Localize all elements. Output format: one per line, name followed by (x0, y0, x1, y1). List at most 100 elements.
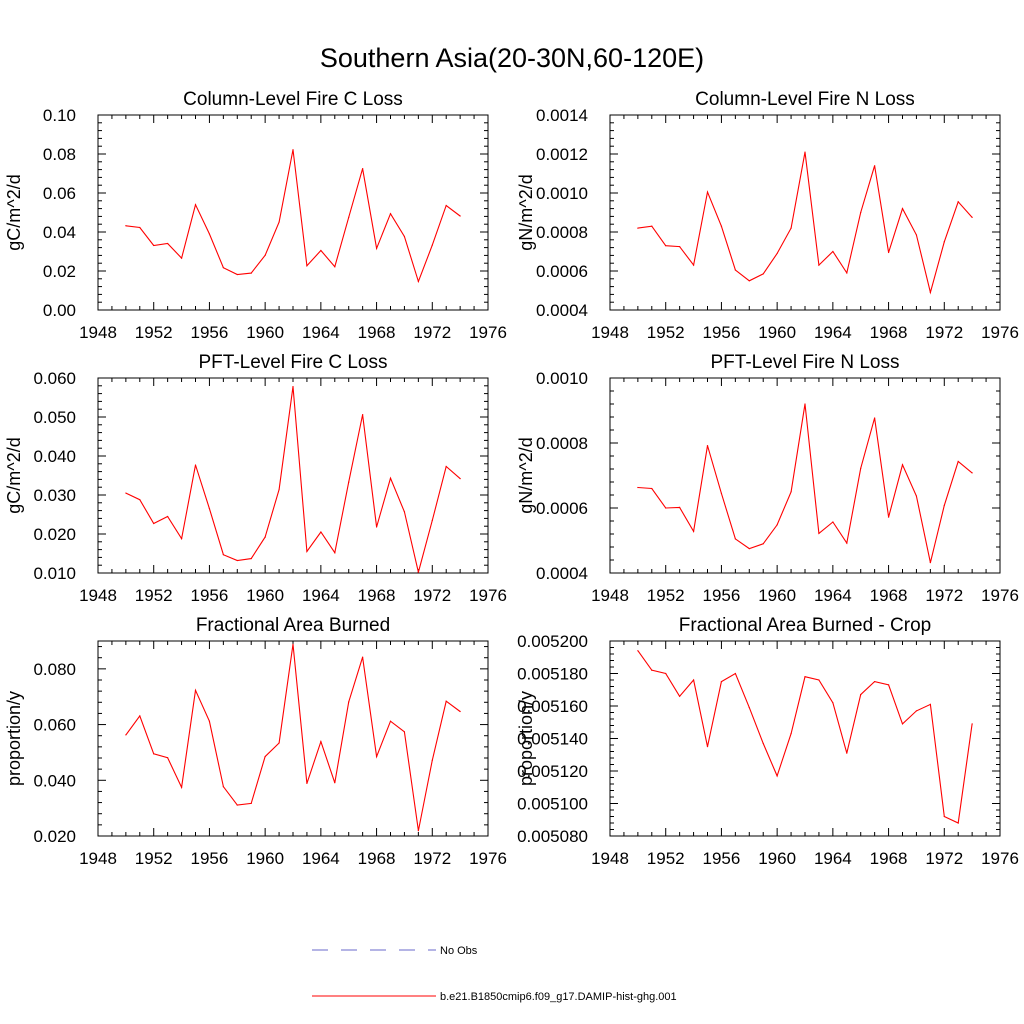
y-tick-label: 0.005080 (517, 827, 588, 846)
data-point (971, 472, 973, 474)
y-axis-label: gN/m^2/d (516, 174, 536, 250)
data-point (250, 557, 252, 560)
x-tick-label: 1976 (981, 849, 1019, 868)
data-point (153, 522, 155, 525)
data-point (348, 216, 350, 218)
x-tick-label: 1960 (758, 849, 796, 868)
x-tick-label: 1972 (413, 586, 451, 605)
x-tick-label: 1964 (302, 849, 340, 868)
data-point (375, 247, 378, 249)
legend-label-model: b.e21.B1850cmip6.f09_g17.DAMIP-hist-ghg.… (440, 991, 677, 1003)
data-point (748, 280, 750, 282)
data-point (887, 684, 890, 686)
series-line (125, 386, 461, 573)
y-tick-label: 0.005180 (517, 665, 588, 684)
legend: No Obs b.e21.B1850cmip6.f09_g17.DAMIP-hi… (312, 945, 677, 1003)
y-axis-label: proportion/y (516, 691, 536, 786)
y-tick-label: 0.005140 (517, 730, 588, 749)
x-tick-label: 1948 (79, 849, 117, 868)
data-point (846, 542, 848, 544)
y-tick-label: 0.0008 (536, 434, 588, 453)
data-point (194, 689, 197, 691)
x-tick-label: 1976 (469, 586, 507, 605)
panel-title: Fractional Area Burned - Crop (679, 615, 931, 636)
data-point (348, 701, 350, 703)
x-tick-label: 1956 (191, 586, 229, 605)
series-line (637, 152, 973, 295)
data-point (776, 775, 778, 777)
data-point (403, 235, 406, 238)
data-point (748, 548, 750, 550)
data-point (734, 672, 736, 675)
data-point (264, 536, 266, 538)
data-point (125, 492, 127, 494)
x-tick-label: 1960 (758, 323, 796, 342)
data-point (679, 695, 681, 697)
y-tick-label: 0.005120 (517, 762, 588, 781)
data-point (901, 464, 904, 466)
series-line (125, 644, 461, 831)
x-tick-label: 1968 (870, 849, 908, 868)
y-tick-label: 0.020 (33, 827, 76, 846)
data-point (706, 746, 709, 748)
data-point (362, 168, 364, 170)
data-point (431, 519, 433, 521)
data-point (860, 694, 862, 696)
data-point (167, 757, 169, 759)
data-point (292, 643, 294, 645)
data-point (389, 213, 392, 215)
plot-frame (609, 114, 1001, 311)
data-point (860, 211, 862, 214)
data-point (278, 488, 280, 491)
data-point (153, 753, 155, 755)
y-axis-label: gC/m^2/d (4, 437, 24, 513)
y-tick-label: 0.0012 (536, 145, 588, 164)
y-tick-label: 0.020 (33, 525, 76, 544)
data-point (194, 464, 197, 466)
x-tick-label: 1968 (358, 849, 396, 868)
x-tick-label: 1972 (925, 849, 963, 868)
chart-panel: Fractional Area Burned proportion/y 1948 19… (4, 615, 507, 868)
data-point (348, 481, 350, 483)
data-point (887, 516, 890, 518)
x-tick-label: 1964 (814, 849, 852, 868)
x-tick-label: 1964 (302, 323, 340, 342)
data-point (236, 273, 238, 276)
data-point (139, 715, 141, 717)
data-point (125, 225, 127, 227)
data-point (403, 731, 406, 733)
data-point (971, 723, 973, 725)
chart-panel: Fractional Area Burned - Crop proportion/… (516, 615, 1019, 868)
data-point (846, 272, 848, 274)
data-point (901, 208, 904, 210)
data-point (790, 733, 792, 735)
data-point (651, 669, 653, 671)
data-point (832, 521, 834, 523)
x-tick-label: 1948 (79, 323, 117, 342)
data-point (153, 244, 155, 247)
data-point (762, 273, 764, 275)
data-point (804, 151, 806, 153)
data-point (720, 225, 723, 227)
data-point (692, 679, 695, 681)
x-tick-label: 1952 (647, 323, 685, 342)
data-point (637, 650, 639, 652)
data-point (776, 252, 778, 255)
data-point (818, 679, 820, 681)
data-point (334, 782, 336, 784)
x-tick-label: 1960 (246, 586, 284, 605)
y-tick-label: 0.00 (43, 301, 76, 320)
data-point (943, 815, 945, 818)
x-tick-label: 1976 (469, 323, 507, 342)
x-tick-label: 1968 (870, 323, 908, 342)
data-point (375, 756, 378, 758)
data-point (651, 225, 653, 227)
y-tick-label: 0.030 (33, 486, 76, 505)
data-point (901, 723, 904, 725)
x-tick-label: 1952 (135, 323, 173, 342)
data-point (222, 786, 224, 788)
chart-panel: PFT-Level Fire N Loss gN/m^2/d 1948 1952 195… (516, 352, 1019, 605)
y-tick-label: 0.0010 (536, 369, 588, 388)
y-tick-label: 0.040 (33, 447, 76, 466)
data-point (250, 272, 252, 274)
